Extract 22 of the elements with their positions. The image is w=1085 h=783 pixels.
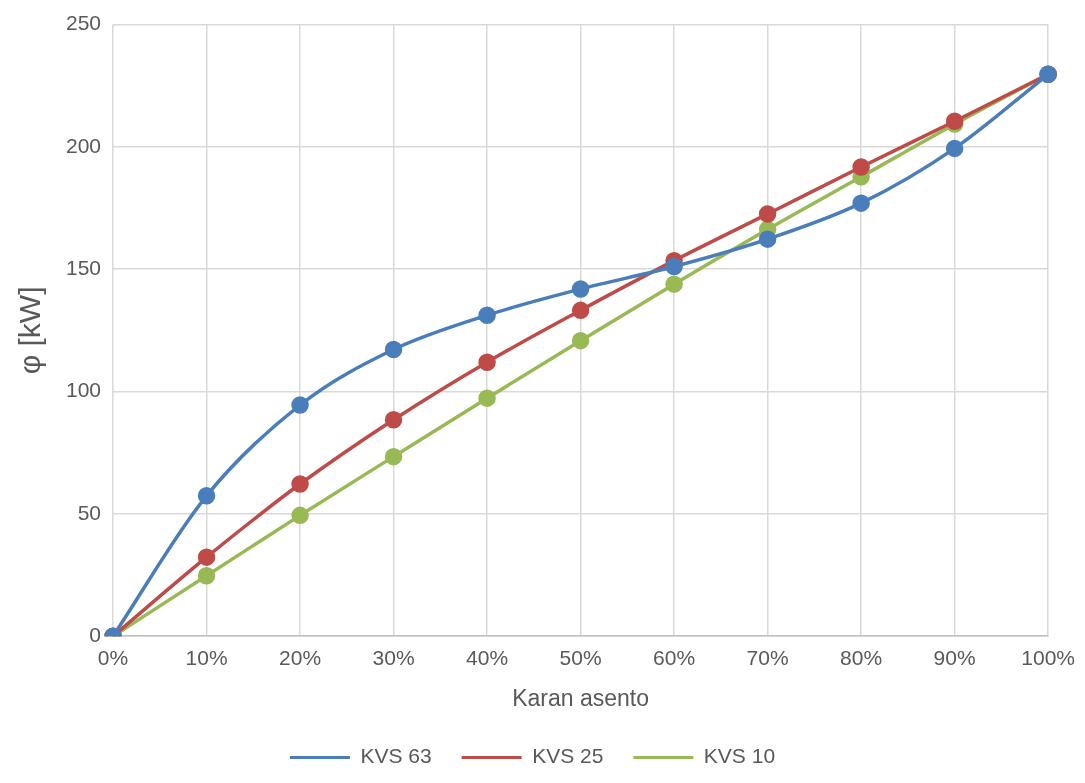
x-tick-label: 100% [1021, 645, 1075, 669]
x-axis-title: Karan asento [512, 684, 650, 711]
x-tick-label: 70% [746, 645, 789, 669]
x-tick-label: 90% [933, 645, 976, 669]
x-tick-label: 0% [97, 645, 129, 669]
legend-label: KVS 10 [703, 744, 776, 768]
x-tick-label: 50% [559, 645, 602, 669]
y-tick-label: 0 [89, 623, 102, 646]
y-tick-label: 50 [77, 500, 102, 524]
legend-label: KVS 63 [360, 744, 432, 768]
y-tick-label: 200 [65, 133, 102, 157]
y-tick-label: 150 [65, 256, 102, 280]
x-tick-label: 30% [372, 645, 415, 669]
x-tick-label: 40% [466, 645, 509, 669]
x-tick-label: 80% [840, 645, 883, 669]
y-tick-label: 100 [65, 378, 102, 402]
x-tick-label: 10% [185, 645, 228, 669]
x-tick-label: 60% [653, 645, 696, 669]
legend-label: KVS 25 [532, 744, 604, 768]
y-tick-label: 250 [65, 11, 102, 35]
y-axis-title: φ [kW] [13, 286, 47, 375]
x-tick-label: 20% [279, 645, 322, 669]
